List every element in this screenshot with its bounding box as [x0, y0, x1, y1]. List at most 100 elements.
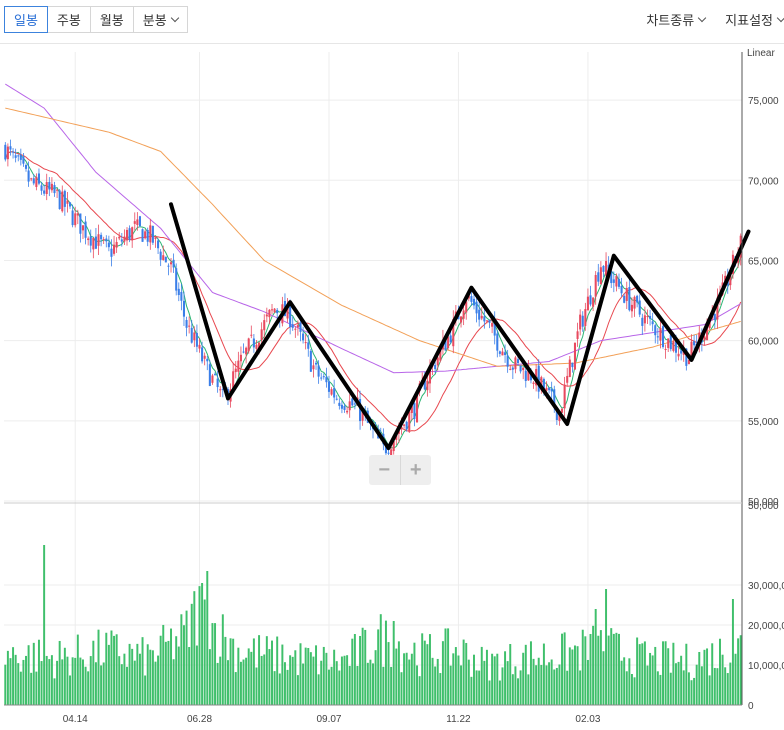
volume-bar	[48, 659, 51, 705]
volume-bar	[69, 675, 72, 705]
volume-bar	[475, 670, 478, 705]
zoom-out-button[interactable]: −	[378, 458, 391, 481]
volume-bar	[548, 662, 551, 705]
volume-bar	[32, 642, 35, 705]
candle-body	[30, 178, 33, 180]
volume-bar	[410, 653, 413, 705]
volume-bar	[625, 671, 628, 705]
volume-bar	[242, 659, 245, 705]
candle-body	[107, 242, 110, 248]
candle-body	[4, 144, 7, 160]
volume-bar	[255, 667, 258, 705]
candle-body	[138, 216, 141, 227]
candle-body	[154, 237, 157, 239]
candle-body	[560, 408, 564, 413]
volume-bar	[164, 641, 167, 705]
volume-bar	[221, 614, 224, 705]
candle-body	[403, 424, 406, 426]
volume-bar	[514, 666, 517, 705]
volume-bar	[454, 647, 457, 705]
volume-bar	[340, 656, 343, 705]
candle-body	[706, 324, 709, 341]
candle-body	[460, 316, 463, 323]
volume-bar	[167, 640, 170, 705]
stock-chart[interactable]: 75,000 70,000 65,000 60,000 55,000 50,00050,0…	[0, 44, 784, 730]
candle-body	[387, 452, 390, 454]
volume-bar	[662, 641, 665, 705]
candle-body	[633, 296, 636, 309]
candle-body	[100, 234, 103, 240]
zoom-in-button[interactable]: +	[399, 455, 432, 485]
candle-body	[602, 265, 605, 272]
tab-daily[interactable]: 일봉	[4, 6, 48, 33]
candle-body	[436, 357, 439, 366]
indicator-menu[interactable]: 지표설정	[725, 10, 784, 29]
tab-monthly[interactable]: 월봉	[89, 6, 134, 33]
tab-minute[interactable]: 분봉	[132, 6, 188, 33]
volume-bar	[618, 633, 620, 705]
candle-body	[276, 309, 279, 314]
volume-bar	[488, 680, 491, 705]
volume-bar	[128, 643, 131, 705]
volume-bar	[535, 665, 538, 705]
volume-bar	[312, 656, 315, 705]
time-tick-label: 09.07	[316, 714, 341, 725]
volume-bar	[713, 667, 716, 705]
volume-bar	[558, 664, 561, 705]
chart-grid	[4, 52, 742, 705]
candle-body	[423, 379, 426, 390]
period-tabs: 일봉 주봉 월봉 분봉	[4, 6, 188, 33]
volume-bar	[656, 671, 659, 705]
volume-bar	[418, 676, 421, 705]
candle-body	[493, 320, 496, 336]
candle-body	[265, 314, 268, 317]
candle-body	[501, 351, 504, 356]
volume-bar	[361, 627, 364, 705]
volume-bar	[636, 637, 639, 705]
volume-bar	[509, 644, 512, 705]
candle-body	[584, 309, 587, 326]
candle-body	[289, 306, 292, 328]
candle-body	[19, 154, 22, 160]
volume-bar	[294, 650, 297, 705]
volume-bar	[724, 667, 727, 705]
volume-bar	[276, 636, 279, 705]
candle-body	[496, 333, 499, 351]
volume-bar	[571, 649, 574, 705]
volume-bar	[237, 647, 240, 705]
volume-bar	[716, 668, 719, 705]
candle-body	[586, 296, 589, 311]
volume-bar	[372, 663, 374, 705]
volume-bar	[667, 648, 670, 705]
volume-bar	[431, 657, 434, 705]
zoom-control: − +	[369, 455, 431, 485]
candle-body	[309, 350, 312, 372]
chart-type-menu[interactable]: 차트종류	[646, 10, 707, 29]
candle-body	[338, 402, 341, 406]
volume-tick-label: 20,000,0	[748, 621, 784, 632]
candle-body	[43, 190, 46, 194]
candle-body	[576, 331, 579, 339]
candle-body	[79, 213, 82, 234]
volume-bar	[45, 655, 48, 705]
candle-body	[182, 300, 186, 317]
volume-tick-label: 50,000	[748, 501, 779, 512]
candle-body	[133, 221, 136, 224]
candle-body	[268, 309, 271, 318]
candle-body	[195, 332, 198, 347]
tab-minute-label: 분봉	[142, 13, 167, 28]
tab-weekly[interactable]: 주봉	[46, 6, 91, 33]
volume-bar	[729, 662, 732, 705]
candle-body	[63, 190, 66, 207]
volume-bar	[299, 643, 302, 705]
candle-body	[361, 411, 364, 421]
volume-bar	[214, 623, 217, 705]
candle-body	[6, 146, 9, 160]
volume-bar	[695, 664, 698, 705]
volume-bar	[190, 603, 193, 705]
candle-body	[61, 191, 64, 212]
volume-bar	[296, 675, 299, 705]
volume-bar	[195, 645, 198, 705]
candle-body	[540, 377, 543, 391]
volume-bar	[708, 675, 711, 705]
